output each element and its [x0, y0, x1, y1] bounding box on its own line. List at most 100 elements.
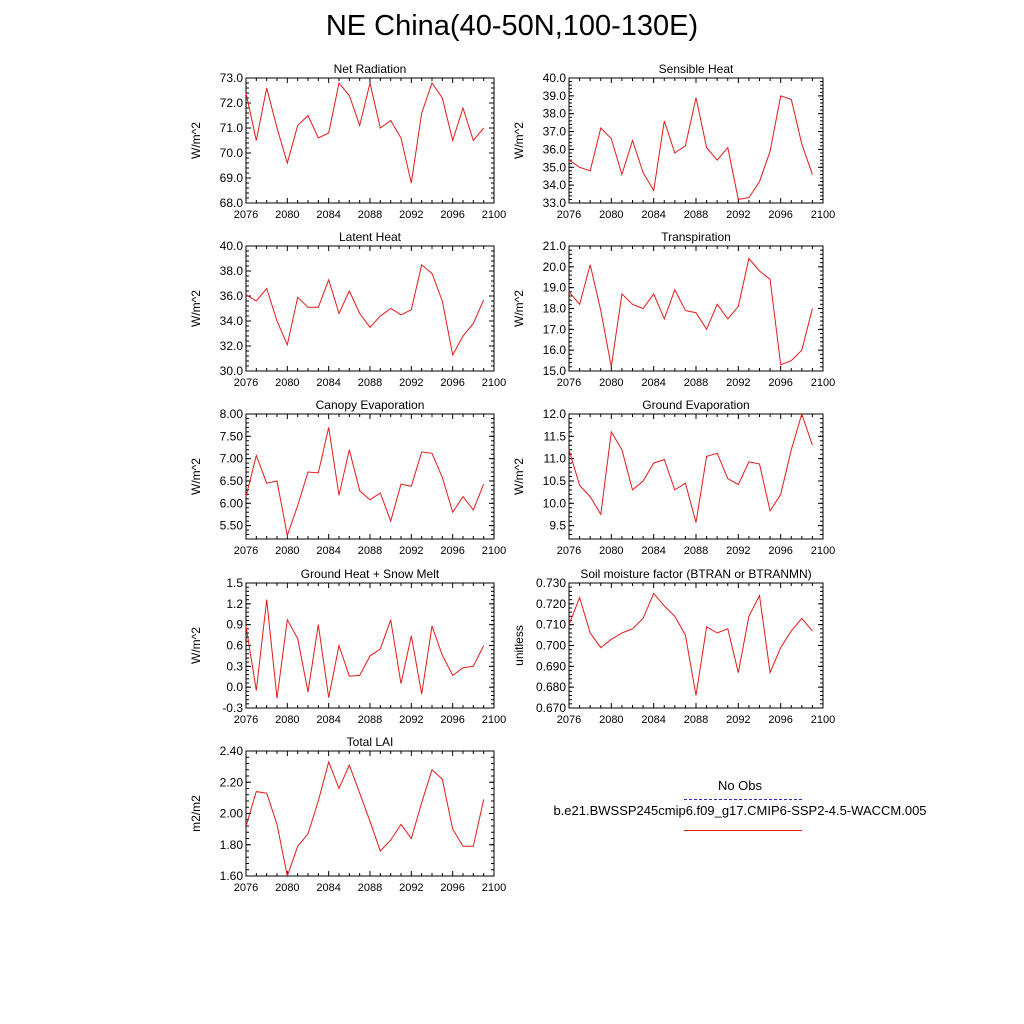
y-tick-label: 1.5: [226, 576, 243, 590]
legend-obs-line: [684, 799, 802, 800]
x-tick-label: 2088: [684, 714, 708, 726]
series-line: [245, 427, 485, 538]
x-tick-label: 2084: [641, 377, 665, 389]
chart-panel-8: 2076 2080 2084 2088 2092 2096 2100 0.670 0.680 0.…: [512, 567, 835, 726]
x-tick-label: 2084: [316, 714, 340, 726]
x-tick-label: 2080: [275, 209, 299, 221]
y-tick-label: 7.50: [220, 429, 244, 443]
x-tick-label: 2100: [482, 882, 506, 894]
x-tick-label: 2092: [726, 377, 750, 389]
series-line: [245, 760, 485, 878]
y-tick-label: 32.0: [220, 339, 244, 353]
y-tick-label: 18.0: [543, 302, 567, 316]
y-tick-label: 0.710: [536, 618, 566, 632]
y-tick-label: 70.0: [220, 146, 244, 160]
x-tick-label: 2080: [275, 377, 299, 389]
plot-frame: [568, 582, 824, 709]
x-tick-label: 2076: [557, 714, 581, 726]
chart-panel-9: 2076 2080 2084 2088 2092 2096 2100 1.60 1.80 2.00…: [189, 735, 506, 894]
y-tick-label: 0.700: [536, 639, 566, 653]
panel-title: Ground Evaporation: [642, 398, 749, 412]
y-tick-label: 0.680: [536, 680, 566, 694]
y-tick-label: 1.60: [220, 869, 244, 883]
x-tick-label: 2080: [275, 545, 299, 557]
x-tick-label: 2100: [811, 714, 835, 726]
y-axis-label: W/m^2: [189, 627, 203, 664]
series-line: [245, 263, 485, 357]
y-tick-label: 72.0: [220, 96, 244, 110]
x-tick-label: 2100: [482, 714, 506, 726]
y-tick-label: 11.5: [544, 429, 567, 443]
y-axis-label: W/m^2: [512, 458, 526, 495]
x-tick-label: 2088: [358, 377, 382, 389]
x-tick-label: 2092: [726, 545, 750, 557]
y-tick-label: 16.0: [543, 343, 567, 357]
x-tick-label: 2080: [275, 714, 299, 726]
y-tick-label: 6.00: [220, 496, 244, 510]
x-tick-label: 2096: [440, 377, 464, 389]
y-tick-label: 10.5: [543, 474, 567, 488]
x-tick-label: 2084: [641, 545, 665, 557]
plot-frame: [245, 245, 495, 372]
chart-panel-3: 2076 2080 2084 2088 2092 2096 2100 30.0 32.0 34.0…: [189, 230, 506, 389]
panel-title: Soil moisture factor (BTRAN or BTRANMN): [580, 567, 811, 581]
y-tick-label: 0.720: [536, 597, 566, 611]
panel-title: Ground Heat + Snow Melt: [301, 567, 440, 581]
x-tick-label: 2100: [482, 209, 506, 221]
x-tick-label: 2092: [399, 545, 423, 557]
y-tick-label: 0.9: [226, 618, 243, 632]
y-tick-label: 37.0: [543, 125, 567, 139]
x-tick-label: 2096: [768, 545, 792, 557]
series-line: [245, 599, 485, 699]
plot-frame: [568, 77, 824, 204]
x-tick-label: 2076: [234, 377, 258, 389]
x-tick-label: 2100: [811, 209, 835, 221]
chart-panel-2: 2076 2080 2084 2088 2092 2096 2100 33.0 34.0 35.0…: [512, 62, 835, 221]
x-tick-label: 2084: [316, 377, 340, 389]
chart-panel-7: 2076 2080 2084 2088 2092 2096 2100 -0.3 0.0 0.3 0.…: [189, 567, 506, 726]
x-tick-label: 2092: [726, 714, 750, 726]
y-tick-label: 0.6: [226, 639, 243, 653]
series-line: [245, 81, 485, 184]
y-tick-label: 40.0: [220, 239, 244, 253]
x-tick-label: 2092: [399, 882, 423, 894]
y-tick-label: 5.50: [220, 519, 244, 533]
x-tick-label: 2088: [684, 377, 708, 389]
y-axis-label: m2/m2: [189, 795, 203, 832]
y-tick-label: 8.00: [220, 407, 244, 421]
x-tick-label: 2088: [358, 209, 382, 221]
y-axis-label: W/m^2: [189, 458, 203, 495]
x-tick-label: 2100: [482, 545, 506, 557]
x-tick-label: 2076: [234, 714, 258, 726]
x-tick-label: 2088: [358, 882, 382, 894]
x-tick-label: 2076: [234, 209, 258, 221]
y-tick-label: 1.80: [220, 838, 244, 852]
x-tick-label: 2080: [599, 545, 623, 557]
y-tick-label: 0.690: [536, 659, 566, 673]
panel-title: Net Radiation: [334, 62, 407, 76]
x-tick-label: 2096: [440, 882, 464, 894]
y-tick-label: 2.00: [220, 807, 244, 821]
x-tick-label: 2096: [440, 714, 464, 726]
x-tick-label: 2076: [557, 545, 581, 557]
x-tick-label: 2084: [316, 545, 340, 557]
panel-title: Total LAI: [347, 735, 394, 749]
x-tick-label: 2080: [275, 882, 299, 894]
y-tick-label: 21.0: [543, 239, 567, 253]
y-tick-label: 40.0: [543, 71, 567, 85]
x-tick-label: 2084: [316, 882, 340, 894]
y-tick-label: 30.0: [220, 364, 244, 378]
y-axis-label: unitless: [512, 625, 526, 666]
y-axis-label: W/m^2: [189, 122, 203, 159]
y-tick-label: 20.0: [543, 260, 567, 274]
x-tick-label: 2080: [599, 714, 623, 726]
x-tick-label: 2100: [811, 377, 835, 389]
x-tick-label: 2080: [599, 209, 623, 221]
x-tick-label: 2092: [399, 209, 423, 221]
y-tick-label: -0.3: [222, 701, 243, 715]
chart-panel-5: 2076 2080 2084 2088 2092 2096 2100 5.50 6.00 6.50…: [189, 398, 506, 557]
y-tick-label: 10.0: [543, 496, 567, 510]
y-tick-label: 33.0: [543, 196, 567, 210]
y-tick-label: 9.5: [549, 519, 566, 533]
y-tick-label: 17.0: [543, 322, 567, 336]
